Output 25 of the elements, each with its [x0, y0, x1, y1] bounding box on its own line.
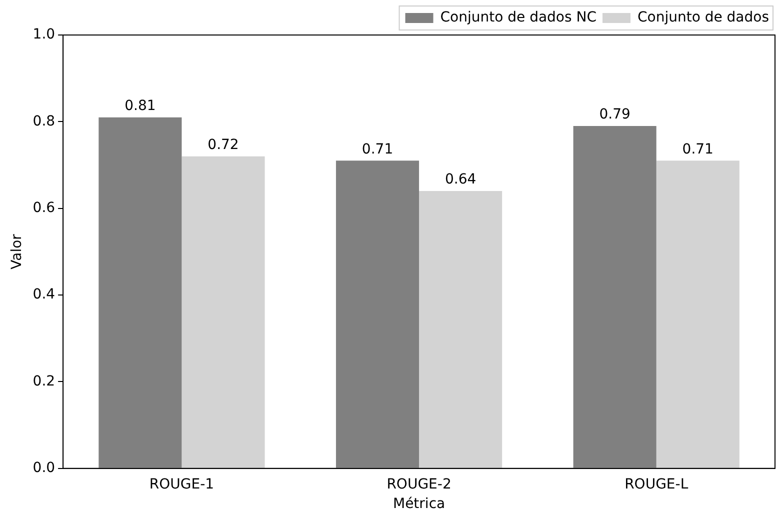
data-label: 0.64 — [444, 172, 476, 188]
data-label: 0.71 — [682, 141, 714, 158]
x-tick-label: ROUGE-2 — [386, 476, 452, 492]
y-tick-label: 0.8 — [32, 113, 56, 130]
y-tick-label: 0.6 — [32, 200, 56, 216]
legend-label: Conjunto de dados NC — [440, 10, 597, 26]
bar — [182, 156, 265, 468]
y-tick-label: 1.0 — [32, 26, 56, 43]
bar — [336, 160, 420, 468]
bar — [656, 160, 740, 468]
x-tick-label: ROUGE-L — [624, 476, 688, 492]
y-tick-label: 0.0 — [32, 460, 56, 476]
data-label: 0.71 — [362, 141, 394, 158]
bar — [98, 117, 182, 468]
data-label: 0.81 — [124, 98, 156, 114]
x-tick-label: ROUGE-1 — [149, 476, 214, 492]
bar — [573, 126, 656, 468]
legend-label: Conjunto de dados — [637, 10, 770, 26]
data-label: 0.72 — [208, 136, 239, 153]
bar — [419, 191, 502, 468]
y-axis-title: Valor — [9, 234, 26, 270]
x-axis-title: Métrica — [392, 496, 446, 512]
y-tick-label: 0.2 — [32, 373, 56, 390]
data-label: 0.79 — [599, 106, 630, 123]
y-tick-label: 0.4 — [32, 286, 56, 303]
